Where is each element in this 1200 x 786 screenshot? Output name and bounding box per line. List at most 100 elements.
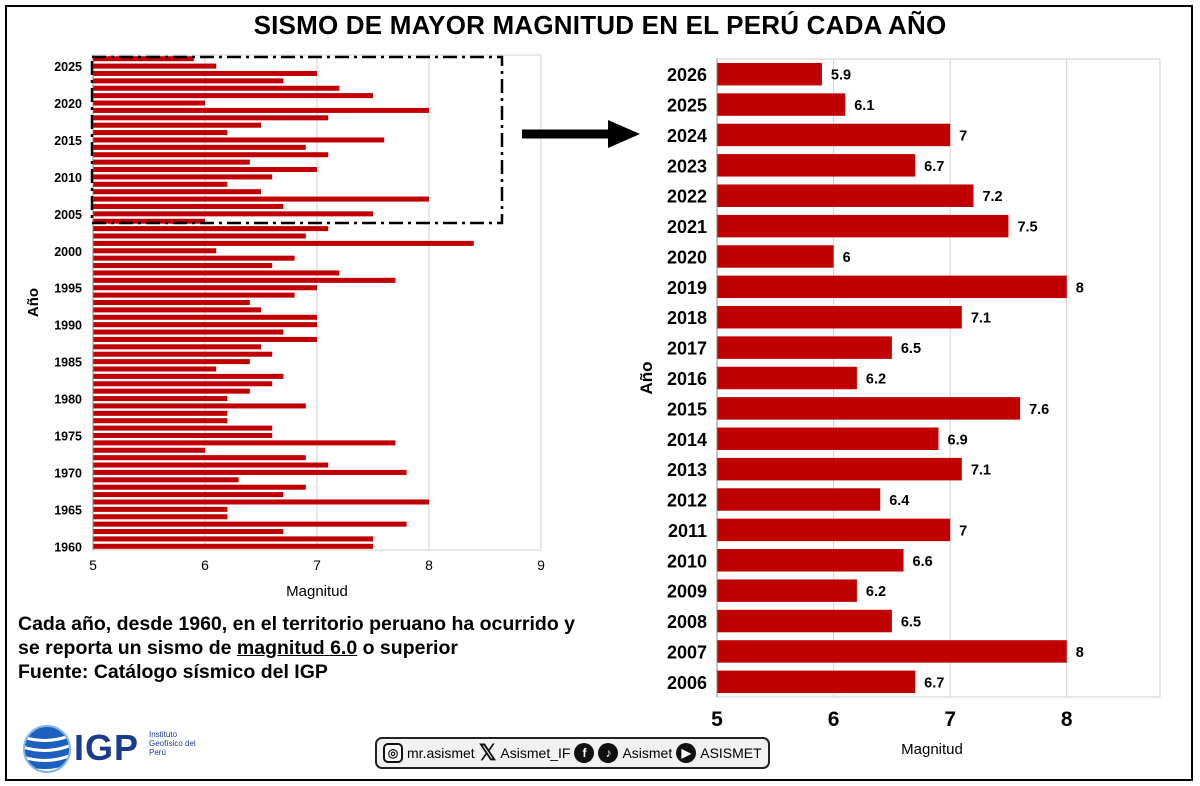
bar (93, 218, 205, 224)
bar (93, 85, 340, 91)
bar (93, 455, 306, 461)
data-label: 6.9 (948, 432, 968, 448)
bar (93, 388, 250, 394)
bar (93, 477, 239, 483)
y-tick-label: 2013 (667, 460, 707, 480)
y-tick-label: 2020 (667, 247, 707, 267)
y-tick-label: 1975 (54, 429, 82, 443)
y-tick-label: 2016 (667, 369, 707, 389)
bar (93, 144, 306, 150)
data-label: 6.7 (924, 675, 944, 691)
bar (93, 78, 284, 84)
bar (717, 275, 1067, 299)
data-label: 7.6 (1029, 402, 1049, 418)
bar (93, 462, 329, 468)
bar (93, 100, 205, 106)
y-tick-label: 2010 (54, 171, 82, 185)
y-tick-label: 2019 (667, 278, 707, 298)
bar (93, 373, 284, 379)
caption-underlined: magnitud 6.0 (236, 637, 358, 659)
bar (717, 123, 951, 147)
bar (717, 214, 1009, 238)
x-tick-label: 8 (1061, 708, 1073, 731)
bar (93, 336, 317, 342)
bar (717, 670, 916, 694)
y-axis-title: Año (25, 288, 42, 317)
bar (93, 366, 217, 372)
bar (93, 514, 228, 520)
y-tick-label: 1990 (54, 319, 82, 333)
bar (93, 329, 284, 335)
bar (717, 184, 974, 207)
bar (93, 130, 228, 136)
bar (93, 359, 250, 365)
data-label: 7 (959, 128, 967, 144)
bar (93, 255, 295, 261)
bar (93, 403, 306, 409)
caption-text-end: o superior (357, 637, 458, 659)
bar (717, 245, 834, 268)
data-label: 6.4 (889, 493, 909, 509)
caption-text: Cada año, desde 1960, en el territorio p… (18, 613, 575, 659)
x-tick-label: 7 (313, 557, 321, 573)
data-label: 8 (1076, 280, 1084, 296)
bar (717, 366, 857, 390)
globe-icon (23, 725, 71, 773)
bar (717, 640, 1067, 663)
y-tick-label: 2015 (667, 399, 707, 419)
data-label: 5.9 (831, 68, 851, 84)
y-tick-label: 2024 (667, 126, 707, 146)
y-tick-label: 1980 (54, 393, 82, 407)
bar (717, 609, 892, 633)
y-tick-label: 2023 (667, 156, 707, 176)
bar (93, 521, 407, 527)
facebook-tiktok-handle: Asismet (622, 745, 673, 761)
y-tick-label: 2014 (667, 430, 707, 450)
bar (93, 56, 194, 62)
bar (717, 488, 881, 511)
bar (93, 396, 228, 402)
y-tick-label: 2009 (667, 582, 707, 602)
social-bar: ◎ mr.asismet 𝕏 Asismet_IF f ♪ Asismet ▶ … (375, 737, 770, 769)
logo-subtitle: Instituto Geofísico del Perú (149, 730, 196, 757)
data-label: 6 (843, 250, 851, 266)
facebook-icon: f (574, 743, 595, 763)
zoom-selection-box (90, 55, 504, 225)
x-tick-label: 6 (828, 708, 840, 731)
data-label: 6.1 (854, 98, 874, 114)
bar (93, 240, 474, 246)
y-tick-label: 2008 (667, 612, 707, 632)
y-tick-label: 2021 (667, 217, 707, 237)
bar (93, 70, 317, 76)
bar (717, 457, 962, 481)
bar (93, 536, 373, 542)
instagram-handle: mr.asismet (407, 745, 475, 761)
bar (93, 115, 329, 121)
x-tick-label: 6 (201, 557, 209, 573)
y-tick-label: 2006 (667, 673, 707, 693)
image-frame (5, 5, 1193, 781)
bar (93, 167, 317, 173)
bar (93, 189, 261, 195)
bar (93, 447, 205, 453)
igp-logo: IGP Instituto Geofísico del Perú (22, 722, 222, 776)
bar (93, 381, 273, 387)
bar (717, 336, 892, 359)
x-tick-label: 9 (537, 557, 545, 573)
bar (93, 270, 340, 276)
bar (93, 299, 250, 306)
bar (93, 211, 373, 217)
y-tick-label: 2022 (667, 187, 707, 207)
bar (93, 152, 329, 158)
bar (93, 292, 295, 298)
bar (93, 226, 329, 232)
y-tick-label: 2005 (54, 208, 82, 222)
bar (717, 397, 1021, 420)
data-label: 6.5 (901, 341, 921, 357)
tiktok-icon: ♪ (598, 743, 619, 763)
logo-wordmark: IGP (74, 727, 140, 768)
x-icon: 𝕏 (478, 740, 497, 765)
